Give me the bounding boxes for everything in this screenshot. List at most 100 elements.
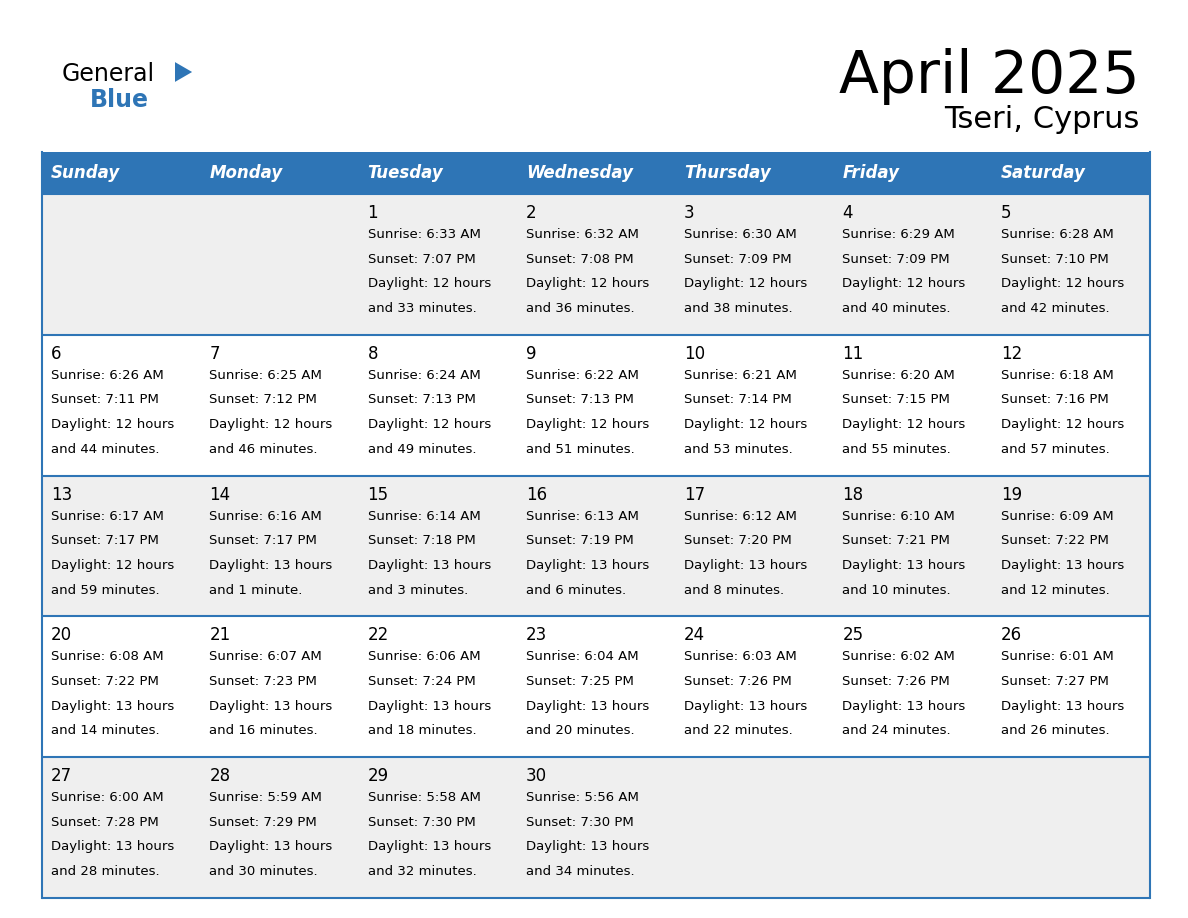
- Text: Thursday: Thursday: [684, 164, 771, 182]
- Text: and 44 minutes.: and 44 minutes.: [51, 442, 159, 455]
- Text: 1: 1: [367, 204, 378, 222]
- Text: 21: 21: [209, 626, 230, 644]
- Text: Daylight: 12 hours: Daylight: 12 hours: [526, 277, 649, 290]
- Text: Sunrise: 6:13 AM: Sunrise: 6:13 AM: [526, 509, 639, 522]
- Text: Daylight: 13 hours: Daylight: 13 hours: [367, 841, 491, 854]
- Text: Sunset: 7:18 PM: Sunset: 7:18 PM: [367, 534, 475, 547]
- Text: Sunrise: 6:00 AM: Sunrise: 6:00 AM: [51, 791, 164, 804]
- Text: 7: 7: [209, 345, 220, 363]
- Text: 11: 11: [842, 345, 864, 363]
- Bar: [834, 476, 992, 616]
- Text: Sunrise: 6:10 AM: Sunrise: 6:10 AM: [842, 509, 955, 522]
- Text: April 2025: April 2025: [840, 48, 1140, 105]
- Text: and 16 minutes.: and 16 minutes.: [209, 724, 318, 737]
- Text: Sunrise: 6:18 AM: Sunrise: 6:18 AM: [1000, 369, 1113, 382]
- Bar: [675, 476, 834, 616]
- Polygon shape: [175, 62, 192, 82]
- Bar: [359, 194, 517, 335]
- Text: Sunset: 7:09 PM: Sunset: 7:09 PM: [842, 252, 950, 265]
- Text: 5: 5: [1000, 204, 1011, 222]
- Text: 25: 25: [842, 626, 864, 644]
- Text: 8: 8: [367, 345, 378, 363]
- Bar: [517, 616, 675, 757]
- Text: 12: 12: [1000, 345, 1022, 363]
- Bar: [42, 194, 201, 335]
- Text: Sunset: 7:09 PM: Sunset: 7:09 PM: [684, 252, 791, 265]
- Text: Friday: Friday: [842, 164, 899, 182]
- Text: Daylight: 13 hours: Daylight: 13 hours: [209, 700, 333, 712]
- Text: and 24 minutes.: and 24 minutes.: [842, 724, 952, 737]
- Text: Sunset: 7:11 PM: Sunset: 7:11 PM: [51, 394, 159, 407]
- Text: Sunset: 7:22 PM: Sunset: 7:22 PM: [51, 675, 159, 688]
- Text: Daylight: 12 hours: Daylight: 12 hours: [684, 277, 808, 290]
- Bar: [359, 152, 517, 194]
- Bar: [201, 335, 359, 476]
- Text: and 32 minutes.: and 32 minutes.: [367, 865, 476, 879]
- Text: 28: 28: [209, 767, 230, 785]
- Text: Daylight: 12 hours: Daylight: 12 hours: [1000, 277, 1124, 290]
- Text: Sunset: 7:27 PM: Sunset: 7:27 PM: [1000, 675, 1108, 688]
- Bar: [992, 152, 1150, 194]
- Text: and 26 minutes.: and 26 minutes.: [1000, 724, 1110, 737]
- Text: Daylight: 12 hours: Daylight: 12 hours: [367, 418, 491, 431]
- Text: Sunset: 7:17 PM: Sunset: 7:17 PM: [209, 534, 317, 547]
- Text: Sunrise: 6:01 AM: Sunrise: 6:01 AM: [1000, 650, 1113, 664]
- Bar: [359, 476, 517, 616]
- Text: Sunrise: 6:07 AM: Sunrise: 6:07 AM: [209, 650, 322, 664]
- Bar: [992, 616, 1150, 757]
- Text: Daylight: 13 hours: Daylight: 13 hours: [842, 700, 966, 712]
- Text: Sunset: 7:10 PM: Sunset: 7:10 PM: [1000, 252, 1108, 265]
- Text: General: General: [62, 62, 156, 86]
- Bar: [992, 476, 1150, 616]
- Bar: [42, 152, 201, 194]
- Text: Sunrise: 6:30 AM: Sunrise: 6:30 AM: [684, 228, 797, 241]
- Text: Daylight: 12 hours: Daylight: 12 hours: [51, 418, 175, 431]
- Text: Monday: Monday: [209, 164, 283, 182]
- Text: 2: 2: [526, 204, 537, 222]
- Text: Daylight: 13 hours: Daylight: 13 hours: [526, 559, 649, 572]
- Text: and 40 minutes.: and 40 minutes.: [842, 302, 950, 315]
- Text: Daylight: 13 hours: Daylight: 13 hours: [51, 700, 175, 712]
- Text: Sunrise: 6:09 AM: Sunrise: 6:09 AM: [1000, 509, 1113, 522]
- Text: Daylight: 12 hours: Daylight: 12 hours: [367, 277, 491, 290]
- Text: 9: 9: [526, 345, 536, 363]
- Text: and 8 minutes.: and 8 minutes.: [684, 584, 784, 597]
- Text: Sunrise: 6:08 AM: Sunrise: 6:08 AM: [51, 650, 164, 664]
- Bar: [42, 616, 201, 757]
- Text: and 49 minutes.: and 49 minutes.: [367, 442, 476, 455]
- Text: Sunset: 7:12 PM: Sunset: 7:12 PM: [209, 394, 317, 407]
- Bar: [675, 616, 834, 757]
- Text: Sunset: 7:20 PM: Sunset: 7:20 PM: [684, 534, 792, 547]
- Text: Daylight: 12 hours: Daylight: 12 hours: [51, 559, 175, 572]
- Bar: [675, 152, 834, 194]
- Text: and 18 minutes.: and 18 minutes.: [367, 724, 476, 737]
- Bar: [201, 757, 359, 898]
- Bar: [517, 152, 675, 194]
- Text: Daylight: 13 hours: Daylight: 13 hours: [842, 559, 966, 572]
- Text: Sunset: 7:22 PM: Sunset: 7:22 PM: [1000, 534, 1108, 547]
- Text: 6: 6: [51, 345, 62, 363]
- Text: Sunset: 7:21 PM: Sunset: 7:21 PM: [842, 534, 950, 547]
- Text: 26: 26: [1000, 626, 1022, 644]
- Text: Sunrise: 6:20 AM: Sunrise: 6:20 AM: [842, 369, 955, 382]
- Text: Sunrise: 5:58 AM: Sunrise: 5:58 AM: [367, 791, 480, 804]
- Text: 18: 18: [842, 486, 864, 504]
- Text: Sunset: 7:17 PM: Sunset: 7:17 PM: [51, 534, 159, 547]
- Text: and 36 minutes.: and 36 minutes.: [526, 302, 634, 315]
- Text: 30: 30: [526, 767, 546, 785]
- Text: Sunday: Sunday: [51, 164, 120, 182]
- Text: and 28 minutes.: and 28 minutes.: [51, 865, 159, 879]
- Text: 14: 14: [209, 486, 230, 504]
- Text: Sunrise: 6:12 AM: Sunrise: 6:12 AM: [684, 509, 797, 522]
- Text: Sunset: 7:16 PM: Sunset: 7:16 PM: [1000, 394, 1108, 407]
- Bar: [675, 757, 834, 898]
- Bar: [517, 476, 675, 616]
- Text: and 46 minutes.: and 46 minutes.: [209, 442, 317, 455]
- Text: Wednesday: Wednesday: [526, 164, 633, 182]
- Text: and 20 minutes.: and 20 minutes.: [526, 724, 634, 737]
- Bar: [42, 476, 201, 616]
- Text: Sunset: 7:30 PM: Sunset: 7:30 PM: [367, 816, 475, 829]
- Text: Daylight: 12 hours: Daylight: 12 hours: [526, 418, 649, 431]
- Text: Daylight: 13 hours: Daylight: 13 hours: [209, 841, 333, 854]
- Bar: [675, 194, 834, 335]
